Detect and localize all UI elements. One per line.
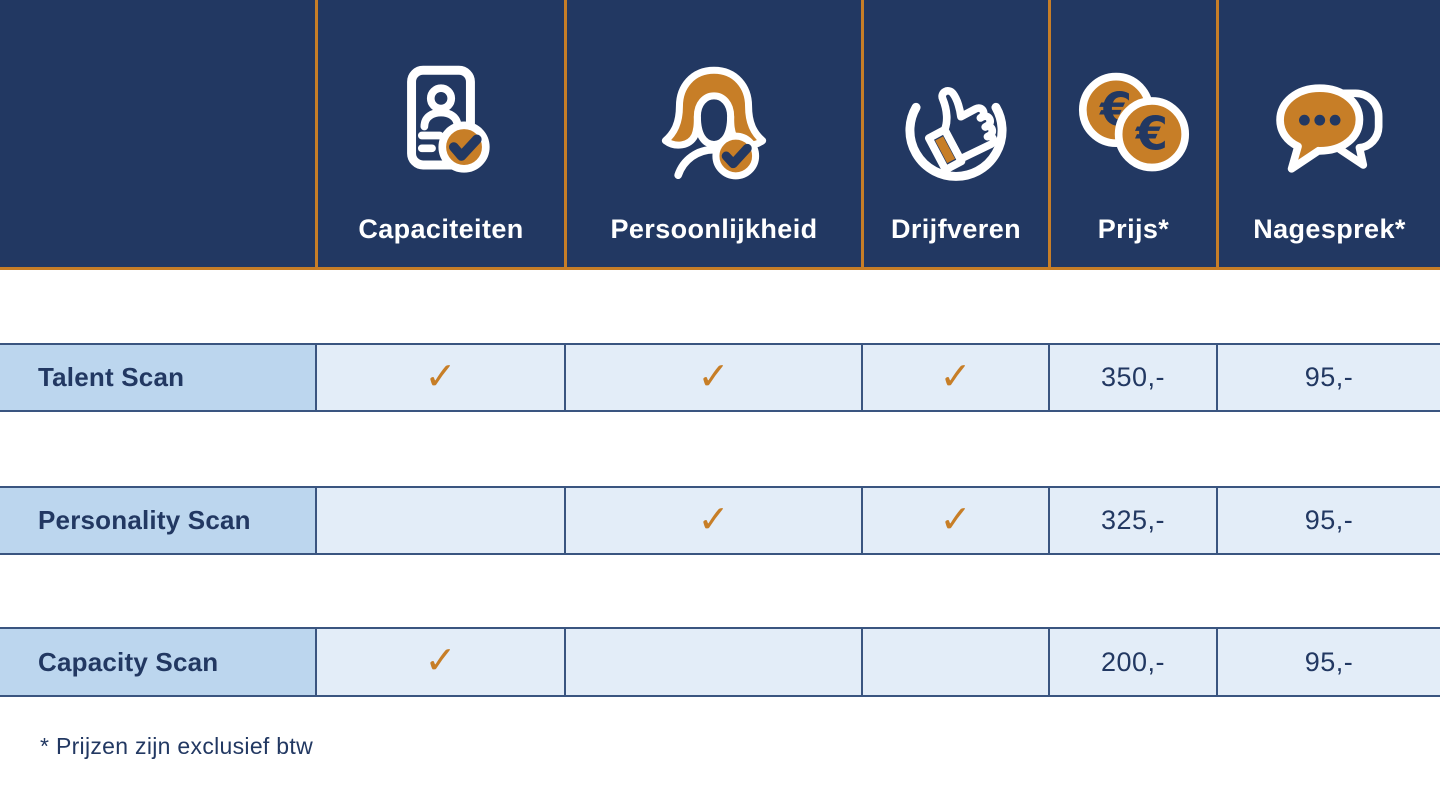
price-value: 350,- — [1100, 362, 1166, 392]
euro-coins-icon: € € — [1070, 40, 1198, 208]
header-col-prijs: € € Prijs* — [1048, 0, 1216, 267]
row-label: Capacity Scan — [0, 629, 315, 695]
thumbs-up-icon — [892, 40, 1020, 208]
check-capaciteiten: ✓ — [424, 638, 457, 682]
header-label: Persoonlijkheid — [610, 214, 818, 244]
header-label: Prijs* — [1097, 214, 1170, 244]
cv-check-icon — [377, 40, 505, 208]
footnote: * Prijzen zijn exclusief btw — [40, 733, 314, 759]
header-col-drijfveren: Drijfveren — [861, 0, 1048, 267]
check-persoonlijkheid: ✓ — [697, 496, 730, 541]
header-col-nagesprek: Nagesprek* — [1216, 0, 1440, 267]
header-label: Drijfveren — [890, 214, 1022, 244]
check-drijfveren: ✓ — [939, 496, 972, 541]
row-label: Talent Scan — [0, 345, 315, 410]
check-capaciteiten: ✓ — [424, 353, 457, 398]
header-col-persoonlijkheid: Persoonlijkheid — [564, 0, 861, 267]
nagesprek-price-value: 95,- — [1304, 505, 1354, 535]
person-check-icon — [650, 40, 778, 208]
price-value: 325,- — [1100, 505, 1166, 535]
price-value: 200,- — [1100, 646, 1166, 677]
table-row-talent-scan: Talent Scan ✓ ✓ ✓ 350,- 95,- — [0, 343, 1440, 412]
header-label: Nagesprek* — [1253, 214, 1406, 244]
nagesprek-price-value: 95,- — [1304, 362, 1354, 392]
nagesprek-price-value: 95,- — [1304, 646, 1354, 677]
svg-text:€: € — [1134, 107, 1167, 161]
check-drijfveren: ✓ — [939, 353, 972, 398]
row-label: Personality Scan — [0, 488, 315, 553]
table-header: Capaciteiten Persoonlijkheid — [0, 0, 1440, 270]
header-spacer-cell — [0, 0, 315, 267]
check-persoonlijkheid: ✓ — [697, 353, 730, 398]
speech-bubbles-icon — [1266, 40, 1394, 208]
header-label: Capaciteiten — [358, 214, 524, 244]
table-row-personality-scan: Personality Scan ✓ ✓ 325,- 95,- — [0, 486, 1440, 555]
header-col-capaciteiten: Capaciteiten — [315, 0, 564, 267]
table-row-capacity-scan: Capacity Scan ✓ 200,- 95,- — [0, 627, 1440, 697]
